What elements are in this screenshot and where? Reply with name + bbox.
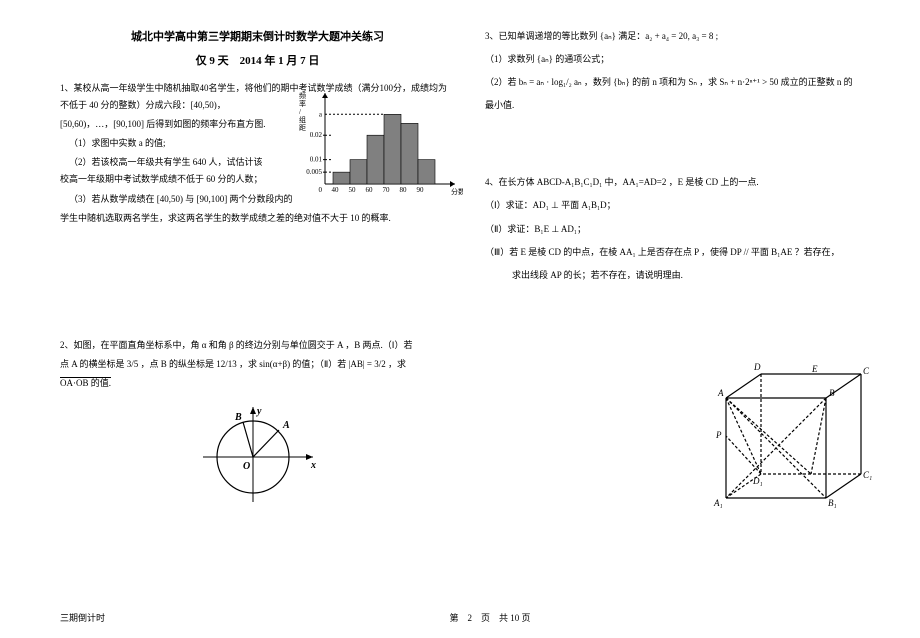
q4-intro: 4、在长方体 ABCD-A₁B₁C₁D₁ 中，AA₁=AD=2 ，E 是棱 CD…	[485, 174, 880, 191]
q4-sub4: 求出线段 AP 的长；若不存在，请说明理由.	[485, 267, 880, 284]
svg-text:90: 90	[417, 186, 425, 194]
q3-intro: 3、已知单调递增的等比数列 {aₙ} 满足：a₂ + a₄ = 20, a₃ =…	[485, 28, 880, 45]
cube-A: A	[717, 388, 724, 398]
svg-text:/: /	[299, 108, 301, 116]
svg-text:0.02: 0.02	[310, 131, 323, 139]
circle-x-label: x	[310, 460, 316, 471]
q1-sub2: （2）若该校高一年级共有学生 640 人，试估计该校高一年级期中考试数学成绩不低…	[60, 154, 270, 188]
cube-B1: B₁	[828, 498, 837, 508]
page-footer: 三期倒计时 第 2 页 共 10 页	[0, 611, 920, 624]
cube-C: C	[863, 366, 870, 376]
svg-text:距: 距	[299, 124, 306, 132]
q3-sub3: 最小值.	[485, 97, 880, 114]
q3-block: 3、已知单调递增的等比数列 {aₙ} 满足：a₂ + a₄ = 20, a₃ =…	[485, 28, 880, 114]
doc-title: 城北中学高中第三学期期末倒计时数学大题冲关练习	[60, 28, 455, 44]
cube-D1: D₁	[752, 476, 763, 486]
circle-A-label: A	[282, 420, 290, 431]
q3-sub1: （1）求数列 {aₙ} 的通项公式；	[485, 51, 880, 68]
circle-O-label: O	[243, 461, 250, 472]
unit-circle-diagram: A B O x y	[193, 402, 323, 512]
svg-text:50: 50	[349, 186, 357, 194]
circle-y-label: y	[256, 406, 262, 417]
svg-text:0.005: 0.005	[306, 168, 322, 176]
q1-block: 1、某校从高一年级学生中随机抽取40名学生，将他们的期中考试数学成绩（满分100…	[60, 80, 455, 227]
svg-text:频: 频	[299, 91, 306, 100]
footer-right	[633, 611, 920, 624]
q2-line3: OA·OB 的值.	[60, 375, 111, 392]
svg-text:a: a	[319, 110, 323, 118]
svg-text:0.01: 0.01	[310, 156, 323, 164]
svg-text:80: 80	[400, 186, 408, 194]
left-column: 城北中学高中第三学期期末倒计时数学大题冲关练习 仅 9 天 2014 年 1 月…	[60, 20, 455, 550]
q3-sub2: （2）若 bₙ = aₙ · log₁/₂ aₙ ，数列 {bₙ} 的前 n 项…	[485, 74, 880, 91]
q4-block: 4、在长方体 ABCD-A₁B₁C₁D₁ 中，AA₁=AD=2 ，E 是棱 CD…	[485, 174, 880, 283]
cube-P: P	[715, 430, 722, 440]
svg-text:率: 率	[299, 99, 306, 108]
footer-left: 三期倒计时	[0, 611, 347, 624]
cube-D: D	[753, 362, 761, 372]
cube-E: E	[811, 364, 818, 374]
histogram-chart: 0.005 0.01 0.02 a 0 40 50 60 70 80 90 分数 频率/组距	[293, 84, 463, 204]
q2-block: 2、如图，在平面直角坐标系中，角 α 和角 β 的终边分别与单位圆交于 A ，B…	[60, 337, 455, 512]
q4-sub1: （Ⅰ）求证：AD₁ ⊥ 平面 A₁B₁D；	[485, 197, 880, 214]
cube-C1: C₁	[863, 470, 872, 480]
cube-diagram: A B C D A₁ B₁ C₁ D₁ E P	[706, 356, 876, 536]
q4-sub3: （Ⅲ）若 E 是棱 CD 的中点，在棱 AA₁ 上是否存在点 P ，使得 DP …	[485, 244, 880, 261]
q2-intro: 2、如图，在平面直角坐标系中，角 α 和角 β 的终边分别与单位圆交于 A ，B…	[60, 337, 455, 354]
svg-text:0: 0	[319, 186, 323, 194]
cube-A1: A₁	[713, 498, 723, 508]
svg-text:40: 40	[332, 186, 340, 194]
q2-line2: 点 A 的横坐标是 3/5 ，点 B 的纵坐标是 12/13 ，求 sin(α+…	[60, 356, 455, 373]
circle-B-label: B	[234, 412, 242, 423]
q1-sub4: 学生中随机选取两名学生，求这两名学生的数学成绩之差的绝对值不大于 10 的概率.	[60, 210, 455, 227]
svg-text:组: 组	[299, 115, 306, 124]
svg-text:60: 60	[366, 186, 374, 194]
footer-center: 第 2 页 共 10 页	[347, 611, 634, 624]
svg-text:分数: 分数	[451, 187, 463, 196]
cube-B: B	[829, 388, 835, 398]
doc-subtitle: 仅 9 天 2014 年 1 月 7 日	[60, 52, 455, 68]
q4-sub2: （Ⅱ）求证：B₁E ⊥ AD₁；	[485, 221, 880, 238]
svg-text:70: 70	[383, 186, 391, 194]
